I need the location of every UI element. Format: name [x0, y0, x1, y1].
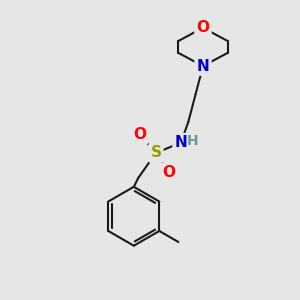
Text: N: N — [196, 58, 209, 74]
Text: N: N — [175, 135, 187, 150]
Text: O: O — [163, 165, 176, 180]
Text: O: O — [133, 127, 146, 142]
Text: O: O — [196, 20, 209, 35]
Text: S: S — [150, 146, 161, 160]
Text: H: H — [186, 134, 198, 148]
